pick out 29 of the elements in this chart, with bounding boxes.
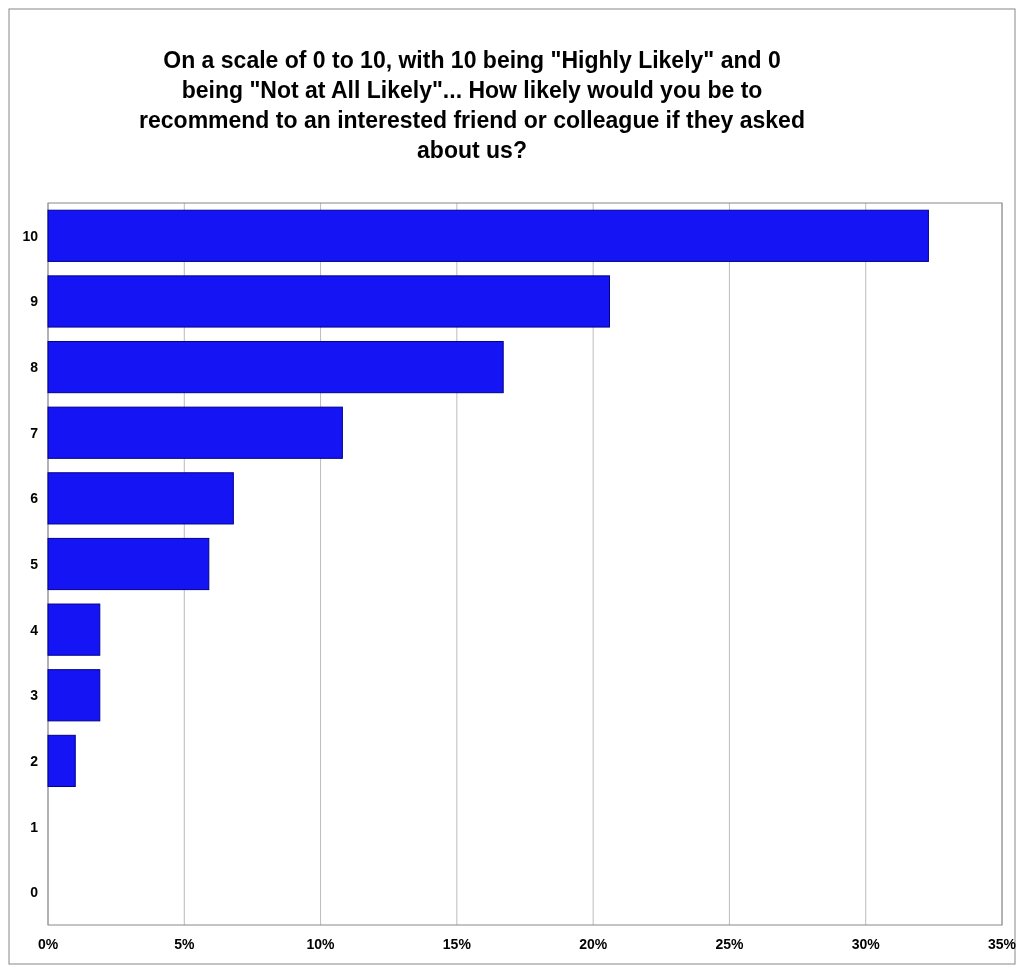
x-tick-label: 5% xyxy=(174,936,195,952)
bar xyxy=(47,734,76,788)
y-tick-label: 10 xyxy=(22,227,39,244)
x-tick-label: 35% xyxy=(987,936,1017,952)
x-tick-label: 0% xyxy=(37,936,59,952)
bar xyxy=(47,537,210,591)
bar xyxy=(47,340,504,394)
chart-title: On a scale of 0 to 10, with 10 being "Highly Likely" and 0 being "Not at All Likely"... How likely would you be to recommend to an interested friend or colleague if they asked about us? xyxy=(139,47,805,163)
bar xyxy=(47,406,343,459)
x-tick-label: 30% xyxy=(851,936,881,952)
y-tick-label: 0 xyxy=(30,884,39,901)
y-tick-label: 4 xyxy=(30,621,39,638)
y-tick-label: 7 xyxy=(30,424,39,441)
x-tick-label: 25% xyxy=(715,936,744,952)
bar xyxy=(47,209,929,262)
bar xyxy=(47,472,234,525)
y-tick-label: 9 xyxy=(30,293,39,310)
y-tick-label: 5 xyxy=(30,556,39,572)
y-tick-label: 3 xyxy=(30,687,39,704)
x-tick-label: 10% xyxy=(306,936,336,952)
bar xyxy=(47,275,610,328)
bar xyxy=(47,669,101,722)
y-tick-label: 2 xyxy=(30,752,39,769)
y-tick-label: 8 xyxy=(30,359,39,376)
y-tick-label: 1 xyxy=(30,818,39,835)
x-tick-label: 20% xyxy=(579,936,608,952)
x-tick-label: 15% xyxy=(442,936,472,952)
y-tick-label: 6 xyxy=(30,490,39,507)
bar xyxy=(47,603,101,656)
